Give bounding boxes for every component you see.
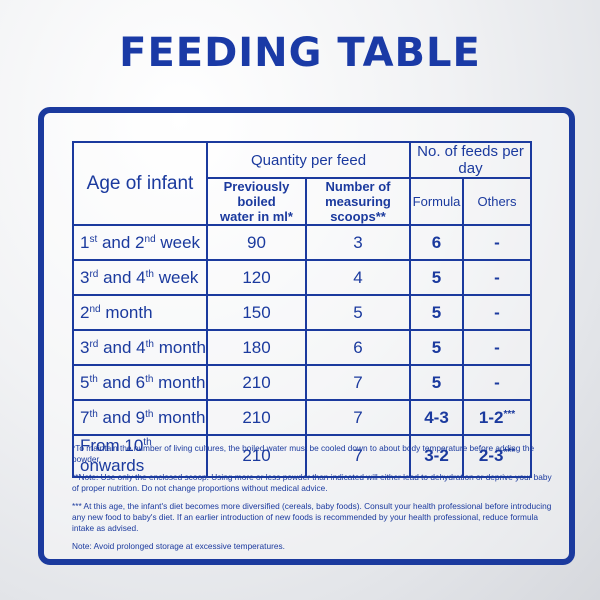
age-cell: From 10th onwards <box>72 434 208 478</box>
scoops-cell: 4 <box>304 259 412 296</box>
formula-header: Formula <box>409 177 465 226</box>
water-header-line2: water in ml* <box>220 209 293 224</box>
water-cell: 120 <box>206 259 307 296</box>
scoops-cell: 7 <box>304 364 412 401</box>
formula-cell: 5 <box>409 329 465 366</box>
scoops-header-line1: Number of <box>325 179 391 194</box>
age-cell: 2nd month <box>72 294 208 331</box>
table-row: 7th and 9th month 210 7 4-3 1-2*** <box>72 399 533 436</box>
feeding-table: Age of infant Quantity per feed No. of f… <box>72 141 533 478</box>
formula-cell: 5 <box>409 294 465 331</box>
feeds-header: No. of feeds per day <box>409 141 533 179</box>
age-header: Age of infant <box>72 141 208 226</box>
scoops-cell: 5 <box>304 294 412 331</box>
water-cell: 180 <box>206 329 307 366</box>
scoops-cell: 6 <box>304 329 412 366</box>
scoops-cell: 7 <box>304 399 412 436</box>
water-header-line1: Previously boiled <box>223 179 290 209</box>
water-cell: 210 <box>206 399 307 436</box>
footnote-scoop: **Note: Use only the enclosed scoop. Usi… <box>72 472 552 493</box>
table-row: 2nd month 150 5 5 - <box>72 294 533 331</box>
age-cell: 3rd and 4th month <box>72 329 208 366</box>
formula-cell: 6 <box>409 224 465 261</box>
others-cell: 2-3*** <box>462 434 533 478</box>
water-cell: 210 <box>206 434 307 478</box>
water-header: Previously boiled water in ml* <box>206 177 307 226</box>
age-cell: 3rd and 4th week <box>72 259 208 296</box>
table-row: 1st and 2nd week 90 3 6 - <box>72 224 533 261</box>
others-cell: - <box>462 329 533 366</box>
formula-cell: 5 <box>409 364 465 401</box>
formula-cell: 3-2 <box>409 434 465 478</box>
table-row: 3rd and 4th week 120 4 5 - <box>72 259 533 296</box>
formula-cell: 4-3 <box>409 399 465 436</box>
footnote-water: *To maintain the number of living cultur… <box>72 443 535 464</box>
others-cell: - <box>462 259 533 296</box>
age-cell: 7th and 9th month <box>72 399 208 436</box>
page-title: FEEDING TABLE <box>119 30 481 76</box>
scoops-header: Number of measuring scoops** <box>304 177 412 226</box>
others-cell: - <box>462 364 533 401</box>
water-cell: 210 <box>206 364 307 401</box>
age-cell: 1st and 2nd week <box>72 224 208 261</box>
others-cell: - <box>462 224 533 261</box>
table-row: 5th and 6th month 210 7 5 - <box>72 364 533 401</box>
formula-cell: 5 <box>409 259 465 296</box>
table-row: From 10th onwards 210 7 3-2 2-3*** <box>72 434 533 478</box>
footnotes: *To maintain the number of living cultur… <box>72 443 552 559</box>
scoops-cell: 3 <box>304 224 412 261</box>
quantity-header: Quantity per feed <box>205 141 412 179</box>
water-cell: 150 <box>206 294 307 331</box>
footnote-storage: Note: Avoid prolonged storage at excessi… <box>72 541 285 551</box>
others-header: Others <box>462 177 533 226</box>
others-cell: 1-2*** <box>462 399 533 436</box>
scoops-header-line2: measuring scoops** <box>325 194 391 224</box>
footnote-diet: *** At this age, the infant's diet becom… <box>72 501 552 533</box>
table-row: 3rd and 4th month 180 6 5 - <box>72 329 533 366</box>
scoops-cell: 7 <box>304 434 412 478</box>
water-cell: 90 <box>206 224 307 261</box>
others-cell: - <box>462 294 533 331</box>
age-cell: 5th and 6th month <box>72 364 208 401</box>
